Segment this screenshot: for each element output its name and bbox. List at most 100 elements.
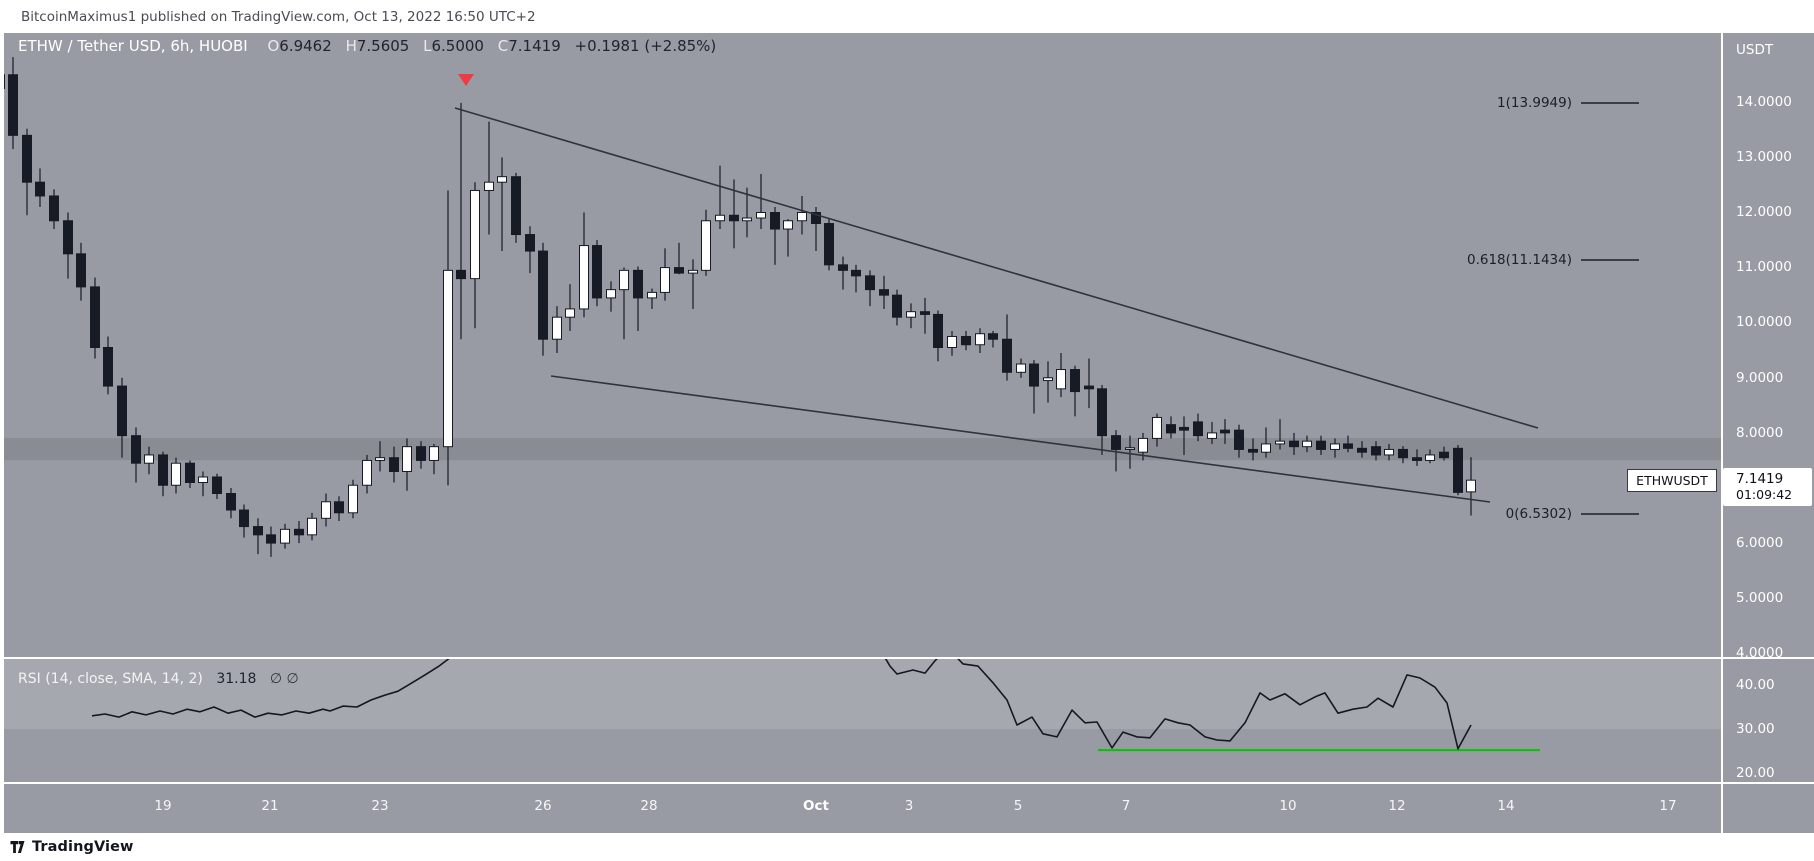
- candle-down: [865, 275, 875, 291]
- candle-up: [606, 289, 616, 299]
- close-label: C: [497, 37, 509, 55]
- price-axis-currency: USDT: [1736, 42, 1774, 58]
- candle-down: [1398, 448, 1408, 459]
- upper-wedge-trendline: [454, 107, 1539, 429]
- candle-down: [1234, 429, 1244, 450]
- rsi-line: [956, 657, 1472, 750]
- candle-down: [525, 234, 535, 252]
- rsi-value: 31.18: [216, 671, 257, 687]
- candle-down: [1439, 451, 1449, 459]
- candle-down: [892, 294, 902, 318]
- candle-up: [975, 333, 985, 346]
- support-resistance-band: [4, 438, 1722, 461]
- candle-up: [484, 181, 494, 191]
- candle-up: [715, 214, 725, 222]
- candle-up: [1152, 416, 1162, 439]
- attribution-text[interactable]: BitcoinMaximus1 published on TradingView…: [21, 8, 536, 25]
- candle-down: [1084, 385, 1094, 390]
- rsi-legend[interactable]: RSI (14, close, SMA, 14, 2) 31.18 ∅ ∅: [18, 671, 299, 687]
- candle-down: [212, 476, 222, 495]
- candle-down: [103, 346, 113, 387]
- candle-down: [416, 446, 426, 461]
- candle-up: [756, 212, 766, 219]
- candle-down: [879, 289, 889, 296]
- candle-down: [1412, 457, 1422, 461]
- candle-up: [688, 269, 698, 274]
- change-value: +0.1981 (+2.85%): [574, 37, 717, 55]
- candle-down: [266, 534, 276, 544]
- candle-down: [1179, 426, 1189, 431]
- rsi-line: [91, 657, 451, 718]
- symbol-legend[interactable]: ETHW / Tether USD, 6h, HUOBI O6.9462 H7.…: [18, 37, 716, 55]
- tradingview-logo-icon[interactable]: [10, 840, 25, 855]
- candle-down: [770, 212, 780, 230]
- footer-brand-text[interactable]: TradingView: [32, 839, 134, 855]
- candle-down: [1220, 429, 1230, 434]
- candle-down: [1193, 421, 1203, 437]
- candle-up: [701, 220, 711, 271]
- left-margin: [0, 33, 4, 833]
- candle-down: [592, 245, 602, 299]
- footer-bar: TradingView: [0, 833, 1814, 861]
- candle-up: [443, 269, 453, 448]
- candle-down: [131, 435, 141, 464]
- candle-up: [1016, 363, 1026, 373]
- candle-down: [1166, 424, 1176, 434]
- candle-up: [280, 528, 290, 544]
- candle-down: [389, 457, 399, 472]
- candle-down: [1343, 443, 1353, 449]
- symbol-title: ETHW / Tether USD, 6h, HUOBI: [18, 37, 248, 55]
- candle-up: [497, 176, 507, 183]
- candle-down: [253, 526, 263, 536]
- candle-up: [660, 267, 670, 293]
- open-label: O: [267, 37, 280, 55]
- candle-down: [851, 269, 861, 277]
- candle-down: [824, 223, 834, 266]
- high-label: H: [345, 37, 357, 55]
- close-value: 7.1419: [508, 37, 561, 55]
- candle-down: [117, 385, 127, 437]
- candle-down: [1453, 447, 1463, 493]
- candle-up: [1138, 437, 1148, 453]
- candle-down: [1371, 446, 1381, 456]
- lower-wedge-trendline: [550, 375, 1491, 503]
- high-value: 7.5605: [356, 37, 410, 55]
- candle-down: [185, 462, 195, 483]
- candle-down: [35, 181, 45, 197]
- candle-down: [920, 311, 930, 315]
- candle-up: [348, 484, 358, 514]
- candle-up: [797, 212, 807, 222]
- candle-up: [1261, 443, 1271, 453]
- red-triangle-marker: [458, 74, 474, 86]
- candle-up: [470, 189, 480, 280]
- symbol-price-tag: ETHWUSDT: [1627, 469, 1717, 492]
- candle-up: [198, 476, 208, 483]
- candle-down: [538, 250, 548, 340]
- candle-up: [1302, 440, 1312, 448]
- candle-down: [511, 176, 521, 236]
- candle-down: [633, 269, 643, 299]
- candle-down: [456, 269, 466, 280]
- rsi-ma-values: ∅ ∅: [269, 671, 299, 687]
- candle-down: [729, 214, 739, 222]
- candle-up: [1207, 432, 1217, 439]
- low-value: 6.5000: [431, 37, 484, 55]
- candle-up: [619, 269, 629, 291]
- candle-down: [1097, 388, 1107, 437]
- candle-up: [1466, 479, 1476, 493]
- candle-up: [1125, 447, 1135, 450]
- last-price-value: 7.1419: [1736, 471, 1784, 487]
- candle-up: [552, 316, 562, 340]
- candle-down: [63, 220, 73, 255]
- candle-down: [294, 528, 304, 536]
- candle-up: [307, 517, 317, 536]
- candle-up: [647, 291, 657, 299]
- candle-up: [579, 245, 589, 310]
- candle-down: [1070, 369, 1080, 393]
- rsi-title: RSI (14, close, SMA, 14, 2): [18, 671, 203, 687]
- candle-down: [22, 134, 32, 183]
- candle-up: [906, 311, 916, 318]
- candle-down: [226, 493, 236, 511]
